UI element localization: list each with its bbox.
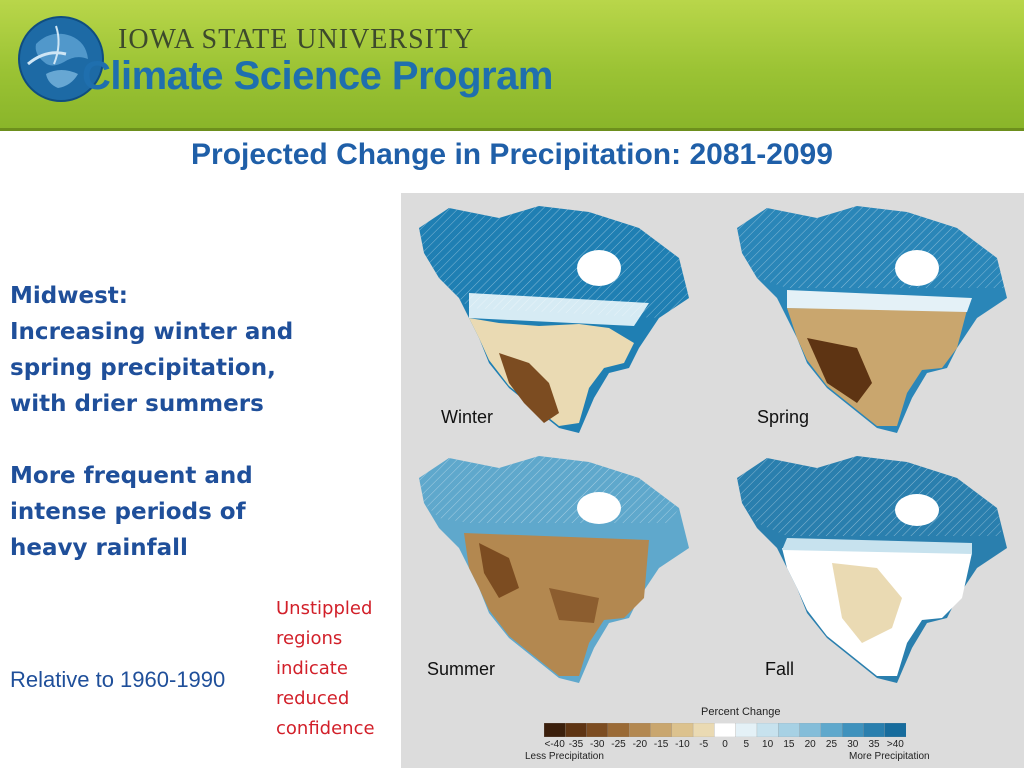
legend-swatch: [586, 723, 609, 737]
legend-swatch: [735, 723, 758, 737]
legend-swatch: [778, 723, 800, 737]
legend-swatch: [714, 723, 737, 737]
bullet-text: More frequent and intense periods of hea…: [10, 463, 253, 561]
legend-tick-label: 35: [868, 739, 880, 750]
legend-swatch: [863, 723, 886, 737]
legend-swatch: [650, 723, 673, 737]
legend-tick-label: -25: [611, 739, 626, 750]
legend-tick-label: <-40: [544, 739, 565, 750]
legend-tick-label: >40: [886, 739, 904, 750]
legend-swatch: [544, 723, 566, 737]
legend-tick-label: -15: [653, 739, 669, 750]
less-precip-label: Less Precipitation: [525, 751, 604, 762]
season-label: Fall: [765, 659, 795, 679]
season-label: Winter: [441, 407, 494, 427]
bullet-block: Midwest: Increasing winter and spring pr…: [10, 278, 295, 566]
bullet-text: Increasing winter and spring precipitati…: [10, 319, 294, 417]
header-divider: [0, 128, 1024, 131]
winter-map: [419, 206, 689, 433]
legend-swatch: [692, 723, 715, 737]
globe-logo-icon: [18, 16, 104, 102]
university-name: IOWA STATE UNIVERSITY: [118, 24, 475, 55]
legend-tick-label: 10: [762, 739, 774, 750]
legend-tick-label: -35: [568, 739, 584, 750]
header-banner: [0, 0, 1024, 128]
legend-swatch: [756, 723, 779, 737]
color-legend: [544, 723, 906, 737]
confidence-note: Unstippled regions indicate reduced conf…: [276, 598, 375, 739]
legend-tick-label: 15: [783, 739, 795, 750]
fall-map: [737, 456, 1007, 683]
legend-title: Percent Change: [701, 706, 781, 718]
legend-swatch: [629, 723, 651, 737]
legend-tick-label: -5: [699, 739, 709, 750]
bullet-heading: Midwest:: [10, 283, 128, 309]
legend-swatch: [799, 723, 822, 737]
precipitation-figure: Winter Spring Summer Fall Percent Change…: [401, 193, 1024, 768]
legend-tick-label: -10: [675, 739, 690, 750]
legend-tick-label: 25: [825, 739, 838, 750]
legend-swatch: [820, 723, 843, 737]
slide-title: Projected Change in Precipitation: 2081-…: [191, 138, 833, 171]
legend-swatch: [607, 723, 630, 737]
legend-tick-label: 0: [722, 739, 728, 750]
legend-swatch: [671, 723, 694, 737]
season-label: Spring: [757, 407, 810, 427]
legend-swatch: [884, 723, 906, 737]
legend-tick-label: -30: [590, 739, 605, 750]
legend-tick-label: 30: [847, 739, 859, 750]
legend-tick-label: 5: [743, 739, 750, 750]
legend-tick-label: 20: [804, 739, 816, 750]
more-precip-label: More Precipitation: [849, 751, 930, 762]
legend-tick-label: -20: [632, 739, 648, 750]
spring-map: [737, 206, 1007, 433]
legend-swatch: [565, 723, 588, 737]
baseline-note: Relative to 1960-1990: [10, 667, 226, 692]
summer-map: [419, 456, 689, 683]
program-name: Climate Science Program: [82, 54, 553, 98]
legend-swatch: [841, 723, 864, 737]
season-label: Summer: [427, 659, 496, 679]
